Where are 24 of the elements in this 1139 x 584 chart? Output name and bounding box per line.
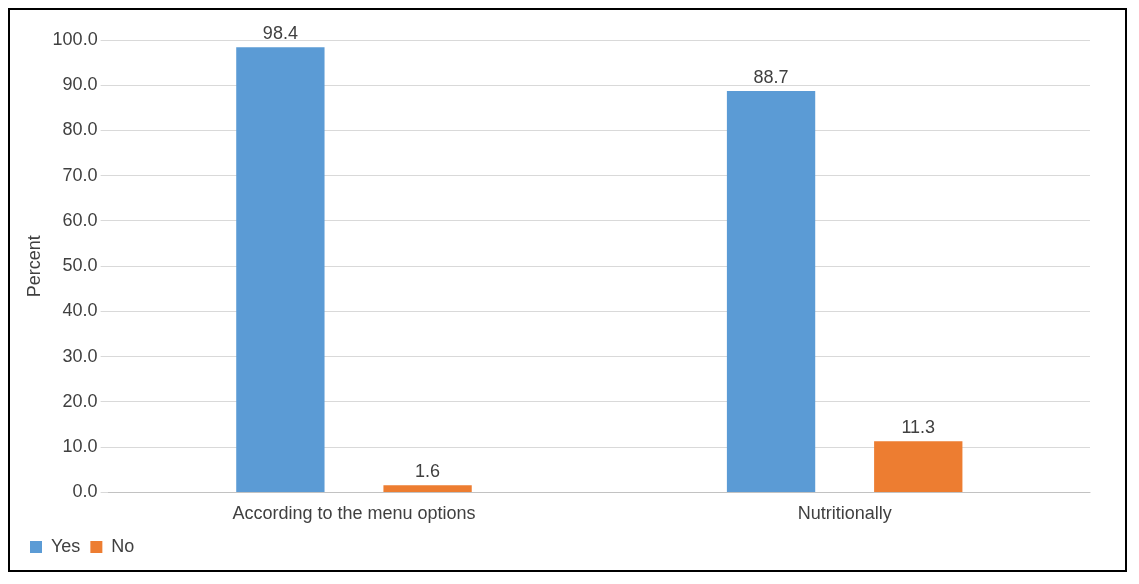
data-label: 1.6 — [415, 461, 441, 482]
y-tick-label: 100.0 — [52, 28, 98, 49]
y-tick-label: 0.0 — [72, 481, 98, 502]
x-tick-label: According to the menu options — [232, 503, 476, 524]
y-tick-label: 70.0 — [62, 164, 98, 185]
y-tick-label: 80.0 — [62, 119, 98, 140]
legend-label: Yes — [51, 535, 81, 556]
y-tick-label: 20.0 — [62, 390, 98, 411]
data-label: 98.4 — [262, 23, 298, 44]
bar — [236, 47, 325, 492]
y-tick-label: 90.0 — [62, 74, 98, 95]
bar — [383, 485, 472, 492]
y-tick-label: 50.0 — [62, 255, 98, 276]
y-tick-label: 40.0 — [62, 300, 98, 321]
data-label: 11.3 — [901, 417, 936, 438]
y-tick-label: 10.0 — [62, 436, 98, 457]
bar — [874, 441, 963, 492]
data-label: 88.7 — [753, 67, 789, 88]
legend-label: No — [111, 535, 135, 556]
y-tick-label: 60.0 — [62, 209, 98, 230]
bar — [726, 91, 816, 492]
y-axis-title: Percent — [23, 235, 44, 298]
y-tick-label: 30.0 — [62, 345, 98, 366]
x-tick-label: Nutritionally — [797, 503, 892, 524]
